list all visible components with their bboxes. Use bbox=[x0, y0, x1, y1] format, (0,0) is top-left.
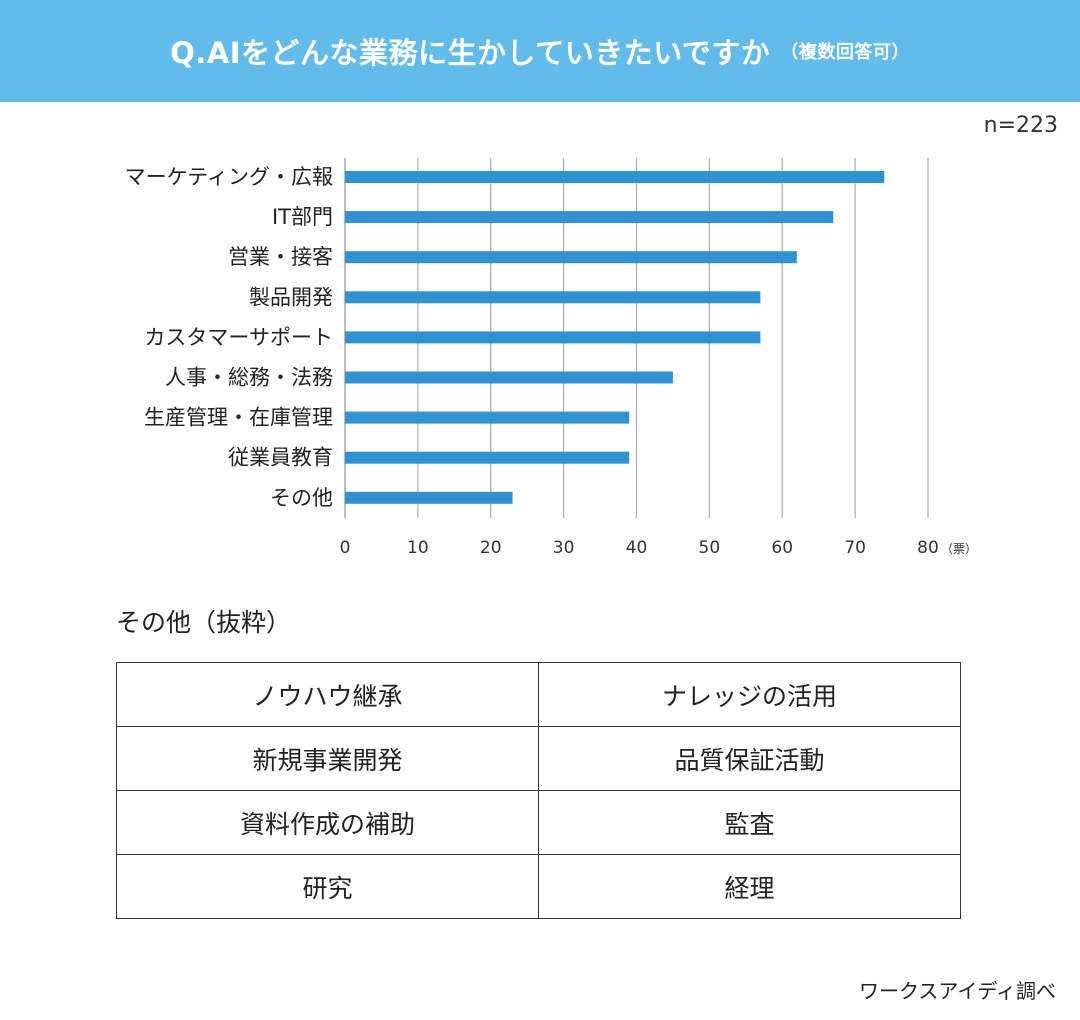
header-banner: Q.AIをどんな業務に生かしていきたいですか （複数回答可） bbox=[0, 0, 1080, 102]
question-note: （複数回答可） bbox=[780, 42, 910, 63]
x-tick-label: 40 bbox=[626, 538, 648, 558]
bar-4 bbox=[345, 291, 761, 304]
x-unit-label: （票） bbox=[941, 542, 977, 556]
category-label: 営業・接客 bbox=[228, 245, 333, 269]
table-cell: 経理 bbox=[538, 854, 961, 919]
table-row: ノウハウ継承 ナレッジの活用 bbox=[116, 662, 961, 727]
category-label: カスタマーサポート bbox=[144, 325, 333, 349]
bar-1 bbox=[345, 171, 885, 183]
category-label: 従業員教育 bbox=[228, 446, 333, 470]
x-tick-label: 80 bbox=[917, 538, 939, 558]
bar-3 bbox=[345, 251, 797, 264]
table-row: 資料作成の補助 監査 bbox=[116, 790, 961, 855]
table-cell: 品質保証活動 bbox=[538, 726, 961, 791]
bars bbox=[345, 171, 885, 504]
table-cell: 資料作成の補助 bbox=[116, 790, 539, 855]
category-label: 人事・総務・法務 bbox=[165, 366, 333, 390]
other-responses-table: ノウハウ継承 ナレッジの活用 新規事業開発 品質保証活動 資料作成の補助 監査 研究 経理 bbox=[116, 662, 961, 919]
table-row: 研究 経理 bbox=[116, 854, 961, 919]
x-tick-label: 50 bbox=[699, 538, 721, 558]
category-label: 生産管理・在庫管理 bbox=[144, 406, 333, 430]
x-tick-label: 0 bbox=[340, 538, 351, 558]
bar-8 bbox=[345, 451, 630, 464]
question-title: Q.AIをどんな業務に生かしていきたいですか bbox=[170, 36, 771, 70]
category-label: 製品開発 bbox=[249, 285, 333, 309]
bar-9 bbox=[345, 491, 513, 504]
table-row: 新規事業開発 品質保証活動 bbox=[116, 726, 961, 791]
table-cell: ナレッジの活用 bbox=[538, 662, 961, 727]
bar-chart: マーケティング・広報 IT部門営業・接客製品開発カスタマーサポート人事・総務・法務… bbox=[125, 158, 977, 558]
other-section-title: その他（抜粋） bbox=[116, 608, 292, 637]
bar-7 bbox=[345, 411, 630, 424]
source-credit: ワークスアイディ調べ bbox=[859, 979, 1056, 1003]
x-tick-label: 30 bbox=[553, 538, 575, 558]
table-cell: 監査 bbox=[538, 790, 961, 855]
x-tick-labels: 0 10 20 30 40 50 60 70 80 （票） bbox=[340, 538, 977, 558]
category-label: IT部門 bbox=[272, 205, 333, 229]
bar-6 bbox=[345, 371, 673, 384]
x-tick-label: 60 bbox=[771, 538, 793, 558]
bar-5 bbox=[345, 331, 761, 344]
category-labels: マーケティング・広報 IT部門営業・接客製品開発カスタマーサポート人事・総務・法務… bbox=[125, 165, 333, 510]
category-label: マーケティング・広報 bbox=[125, 165, 333, 189]
x-tick-label: 10 bbox=[407, 538, 429, 558]
category-label: その他 bbox=[270, 486, 333, 510]
table-cell: ノウハウ継承 bbox=[116, 662, 539, 727]
x-tick-label: 20 bbox=[480, 538, 502, 558]
table-cell: 新規事業開発 bbox=[116, 726, 539, 791]
table-cell: 研究 bbox=[116, 854, 539, 919]
x-tick-label: 70 bbox=[844, 538, 866, 558]
bar-2 bbox=[345, 211, 834, 224]
sample-size: n=223 bbox=[983, 113, 1058, 138]
